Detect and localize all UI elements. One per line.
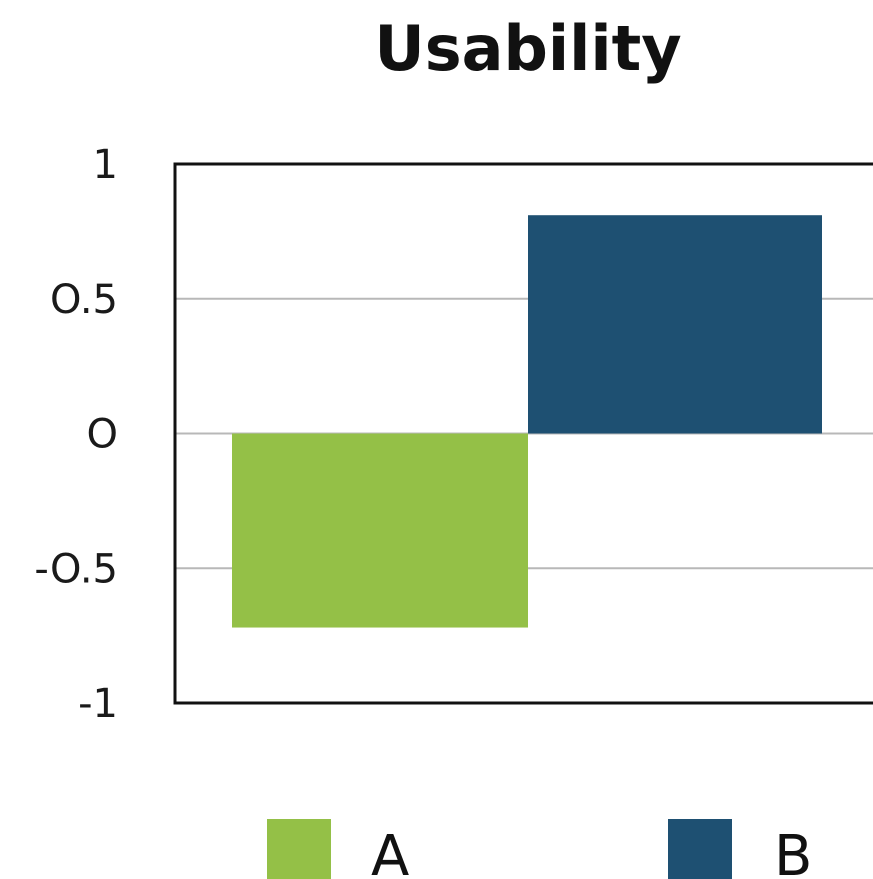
y-tick-label: 1 — [93, 142, 118, 188]
y-axis-ticks: 1 O.5 O -O.5 -1 — [34, 142, 118, 727]
legend-label-b: B — [774, 824, 812, 879]
bars — [232, 215, 822, 628]
plot-frame — [173, 162, 873, 705]
bar-a — [232, 433, 528, 628]
y-tick-label: -1 — [78, 681, 118, 727]
bar-b — [528, 215, 822, 434]
y-tick-label: -O.5 — [34, 546, 118, 592]
chart-title: Usability — [374, 12, 681, 85]
legend-swatch-b — [668, 819, 732, 879]
y-tick-label: O.5 — [50, 277, 118, 323]
legend-label-a: A — [371, 824, 409, 879]
legend-swatch-a — [267, 819, 331, 879]
y-tick-label: O — [87, 412, 118, 458]
